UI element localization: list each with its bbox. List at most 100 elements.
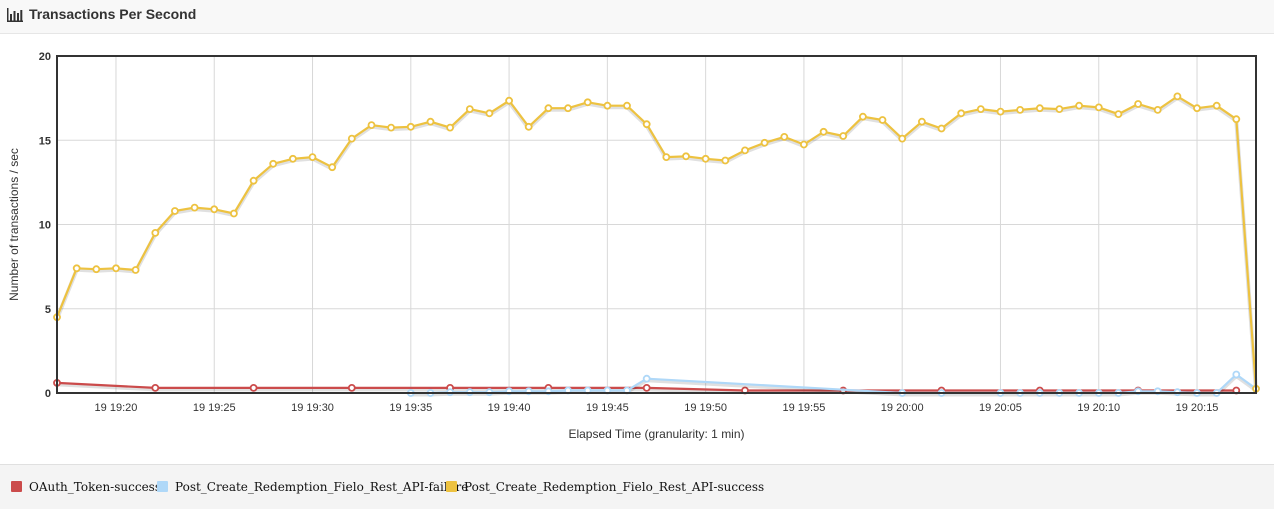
legend-label: Post_Create_Redemption_Fielo_Rest_API-fa… [175,480,469,494]
data-point[interactable] [347,383,356,392]
data-point[interactable] [760,138,769,147]
data-point[interactable] [1212,101,1221,110]
legend-swatch [11,481,22,492]
x-tick-label: 19 19:40 [488,402,531,414]
y-tick-label: 5 [45,304,51,316]
x-tick-label: 19 19:55 [783,402,826,414]
plot-frame [56,55,1257,394]
data-point[interactable] [642,120,651,129]
data-point[interactable] [151,383,160,392]
data-point[interactable] [249,383,258,392]
data-point[interactable] [623,101,631,110]
data-point[interactable] [662,153,671,161]
data-point[interactable] [465,105,474,113]
data-point[interactable] [1134,100,1142,108]
data-point[interactable] [72,264,81,273]
data-point[interactable] [741,146,749,155]
chart-series [53,92,1260,397]
data-point[interactable] [288,154,297,163]
x-tick-label: 19 20:10 [1077,402,1120,414]
data-point[interactable] [190,203,199,212]
data-point[interactable] [387,123,396,132]
data-point[interactable] [446,123,455,132]
x-tick-label: 19 19:25 [193,402,236,414]
series-2 [53,92,1260,393]
x-tick-label: 19 19:35 [389,402,432,414]
data-point[interactable] [524,122,533,131]
y-tick-label: 10 [39,220,51,232]
data-point[interactable] [800,140,808,149]
data-point[interactable] [937,124,946,133]
x-tick-label: 19 19:30 [291,402,334,414]
y-tick-label: 20 [39,51,51,63]
data-point[interactable] [505,96,514,105]
data-point[interactable] [1232,370,1241,379]
data-point[interactable] [918,117,926,126]
x-tick-label: 19 20:00 [881,402,924,414]
data-point[interactable] [1035,104,1044,113]
y-axis-label: Number of transactions / sec [7,148,21,301]
data-point[interactable] [682,152,690,161]
data-point[interactable] [367,121,376,129]
data-point[interactable] [544,104,553,113]
data-point[interactable] [328,163,337,172]
chart-legend: OAuth_Token-success Post_Create_Redempti… [0,464,1274,509]
data-point[interactable] [406,122,415,131]
data-point[interactable] [603,101,612,110]
data-point[interactable] [642,374,651,383]
bar-chart-icon [7,8,23,22]
data-point[interactable] [1232,115,1241,124]
data-point[interactable] [1193,104,1201,113]
legend-swatch [157,481,168,492]
data-point[interactable] [131,266,140,274]
x-tick-label: 19 19:45 [586,402,629,414]
x-tick-label: 19 20:05 [979,402,1022,414]
y-tick-label: 15 [39,135,51,147]
data-point[interactable] [780,133,789,141]
data-point[interactable] [92,265,101,274]
data-point[interactable] [1075,101,1083,110]
data-point[interactable] [583,98,592,107]
legend-label: OAuth_Token-success [29,480,161,494]
tps-chart: 0 5 10 15 20 19 19:20 19 19:25 19 19:30 19 19:3… [0,34,1274,464]
panel-header: Transactions Per Second [0,0,1274,34]
data-point[interactable] [996,107,1005,116]
x-tick-label: 19 20:15 [1176,402,1219,414]
chart-svg: 0 5 10 15 20 19 19:20 19 19:25 19 19:30 19 19:3… [7,51,1260,441]
data-point[interactable] [170,207,179,215]
y-axis-ticks: 0 5 10 15 20 [39,51,51,400]
data-point[interactable] [426,117,435,126]
data-point[interactable] [839,132,848,140]
data-point[interactable] [957,109,966,118]
data-point[interactable] [347,134,356,143]
data-point[interactable] [1094,103,1103,112]
data-point[interactable] [819,127,828,136]
data-point[interactable] [269,159,278,168]
data-point[interactable] [112,264,120,273]
data-point[interactable] [210,205,219,214]
x-axis-label: Elapsed Time (granularity: 1 min) [568,427,744,441]
x-axis-ticks: 19 19:20 19 19:25 19 19:30 19 19:35 19 19:40… [95,402,1219,414]
x-tick-label: 19 19:20 [95,402,138,414]
data-point[interactable] [701,154,710,163]
data-point[interactable] [878,116,887,124]
data-point[interactable] [249,176,258,185]
data-point[interactable] [1173,92,1182,101]
data-point[interactable] [1153,106,1162,114]
data-point[interactable] [898,134,907,143]
data-point[interactable] [485,109,494,118]
legend-swatch [446,481,457,492]
data-point[interactable] [564,104,572,113]
data-point[interactable] [229,209,238,218]
data-point[interactable] [1055,105,1064,113]
data-point[interactable] [308,153,317,161]
data-point[interactable] [642,383,651,392]
data-point[interactable] [976,105,985,113]
data-point[interactable] [859,112,867,121]
data-point[interactable] [151,228,160,237]
legend-label: Post_Create_Redemption_Fielo_Rest_API-su… [464,480,765,494]
data-point[interactable] [1114,110,1123,118]
data-point[interactable] [721,156,730,165]
page-title: Transactions Per Second [29,6,197,22]
data-point[interactable] [1016,106,1024,114]
